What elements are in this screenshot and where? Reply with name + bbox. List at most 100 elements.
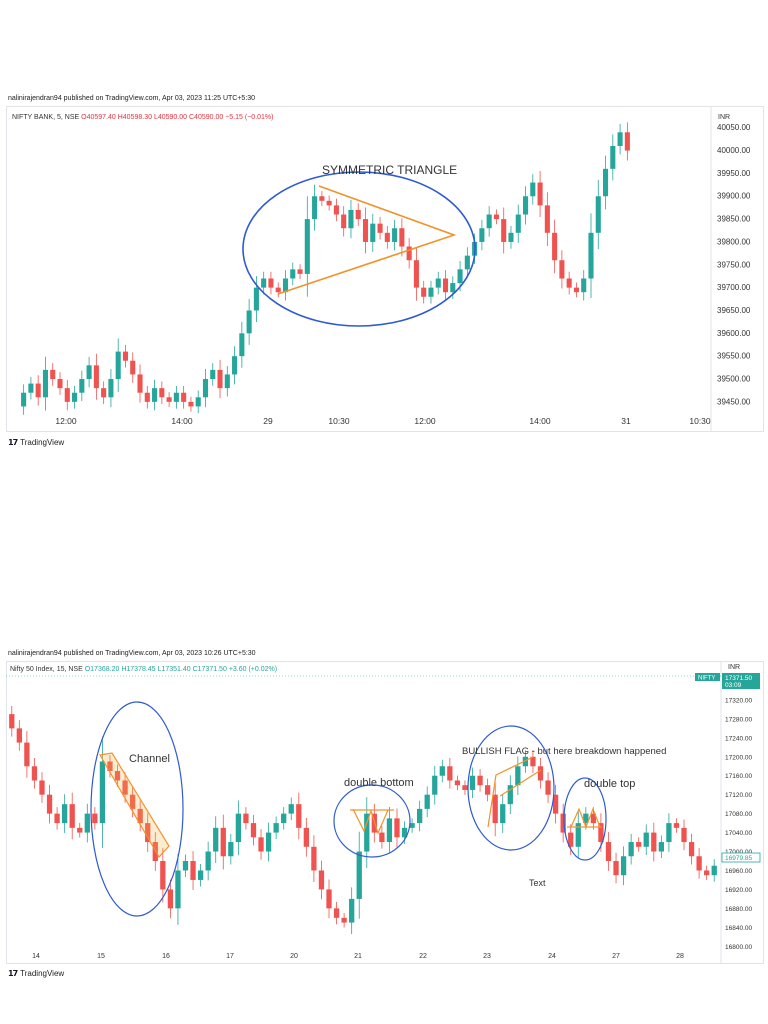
x-tick-label: 29	[263, 416, 273, 426]
y-tick-label: 39600.00	[717, 329, 751, 338]
x-tick-label: 14:00	[171, 416, 193, 426]
candle-up	[253, 287, 259, 311]
candle-down	[355, 209, 361, 220]
candle-up	[42, 369, 49, 398]
candle-up	[666, 823, 672, 843]
chart2-brand-label: TradingView	[20, 969, 65, 978]
candle-down	[217, 369, 223, 389]
candle-up	[620, 856, 627, 876]
candle-down	[399, 228, 405, 247]
candle-down	[35, 383, 41, 398]
candle-up	[364, 813, 370, 852]
candle-down	[107, 761, 113, 771]
candle-down	[454, 780, 461, 786]
y-tick-label: 39950.00	[717, 169, 751, 178]
candle-down	[39, 780, 45, 795]
x-tick-label: 28	[676, 953, 684, 960]
candle-up	[479, 228, 485, 242]
candle-down	[46, 794, 53, 814]
candle-down	[275, 287, 281, 293]
chart2-x-axis: 14 15 16 17 20 21 22 23 24 27 28	[32, 953, 684, 960]
candle-down	[16, 728, 22, 743]
y-tick-label: 39850.00	[717, 215, 751, 224]
chart2-caption: nalinirajendran94 published on TradingVi…	[8, 650, 256, 657]
candle-down	[303, 827, 309, 847]
chart1-svg[interactable]: 40050.00 40000.00 39950.00 39900.00 39850.00…	[6, 106, 764, 432]
candle-down	[447, 766, 453, 781]
chart1-symbol: NIFTY BANK, 5, NSE	[12, 114, 80, 121]
candle-up	[228, 842, 234, 857]
chart2-price-badge-text: 17371.50	[725, 675, 752, 682]
candle-down	[9, 714, 15, 729]
candle-up	[195, 397, 201, 407]
candle-down	[190, 861, 196, 880]
candle-down	[50, 369, 56, 380]
candle-down	[544, 205, 550, 233]
chart2-container[interactable]: 17320.00 17280.00 17240.00 17200.00 17160.00…	[6, 661, 764, 964]
candle-up	[273, 823, 279, 833]
chart2-low: L17351.40	[157, 666, 191, 673]
chart2-double-bottom-label: double bottom	[344, 777, 414, 789]
candle-down	[333, 205, 339, 215]
chart1-container[interactable]: 40050.00 40000.00 39950.00 39900.00 39850.00…	[6, 106, 764, 432]
candle-up	[469, 775, 476, 790]
chart1-caption: nalinirajendran94 published on TradingVi…	[8, 95, 256, 102]
tradingview-logo-icon: 𝟭𝟳	[8, 438, 18, 447]
chart2-svg[interactable]: 17320.00 17280.00 17240.00 17200.00 17160.00…	[6, 661, 764, 964]
x-tick-label: 12:00	[414, 416, 436, 426]
candle-up	[486, 214, 492, 229]
candle-down	[552, 794, 559, 814]
candle-down	[181, 392, 187, 402]
x-tick-label: 10:30	[689, 416, 711, 426]
candle-up	[356, 851, 362, 899]
y-tick-label: 17040.00	[725, 830, 752, 837]
candle-up	[108, 379, 114, 398]
candle-down	[492, 794, 498, 824]
chart1-change: −5.15 (−0.01%)	[225, 114, 274, 121]
x-tick-label: 14	[32, 953, 40, 960]
chart1-open: O40597.40	[81, 114, 116, 121]
candle-up	[282, 278, 289, 293]
candle-down	[57, 379, 63, 389]
candle-down	[268, 278, 274, 288]
y-tick-label: 17000.00	[725, 849, 752, 856]
candle-up	[99, 761, 106, 824]
x-tick-label: 14:00	[529, 416, 551, 426]
candle-up	[197, 870, 204, 880]
candle-up	[281, 813, 287, 824]
y-tick-label: 40050.00	[717, 123, 751, 132]
candle-down	[501, 219, 507, 242]
x-tick-label: 31	[621, 416, 631, 426]
candle-up	[86, 365, 92, 380]
candle-down	[530, 756, 536, 767]
y-tick-label: 17120.00	[725, 792, 752, 799]
candle-down	[341, 917, 347, 923]
candle-down	[413, 260, 419, 288]
candle-down	[188, 401, 194, 407]
candle-down	[696, 856, 702, 871]
chart2-bullish-flag-label: BULLISH FLAG - but here breakdown happen…	[462, 746, 666, 757]
candle-down	[114, 771, 121, 781]
candle-down	[477, 775, 483, 786]
chart2-symbol: Nifty 50 Index, 15, NSE	[10, 666, 83, 673]
chart2-channel-ellipse	[90, 701, 184, 917]
chart2-plot-area	[9, 705, 717, 935]
chart1-currency: INR	[718, 114, 731, 121]
candle-up	[349, 898, 355, 923]
candle-up	[202, 379, 209, 398]
candle-up	[28, 383, 34, 393]
chart1-x-axis: 12:00 14:00 29 10:30 12:00 14:00 31 10:30	[55, 416, 711, 426]
candle-down	[624, 132, 630, 151]
candle-down	[250, 823, 257, 838]
candle-up	[62, 804, 68, 824]
candle-up	[290, 269, 296, 279]
y-tick-label: 16920.00	[725, 887, 752, 894]
candle-down	[613, 861, 619, 876]
chart2-legend: Nifty 50 Index, 15, NSE O17368.20 H17378…	[10, 666, 277, 673]
candle-down	[64, 388, 70, 402]
candle-up	[79, 379, 85, 393]
candle-down	[24, 742, 30, 767]
candle-up	[152, 388, 158, 402]
y-tick-label: 39700.00	[717, 283, 751, 292]
candle-down	[651, 832, 657, 852]
